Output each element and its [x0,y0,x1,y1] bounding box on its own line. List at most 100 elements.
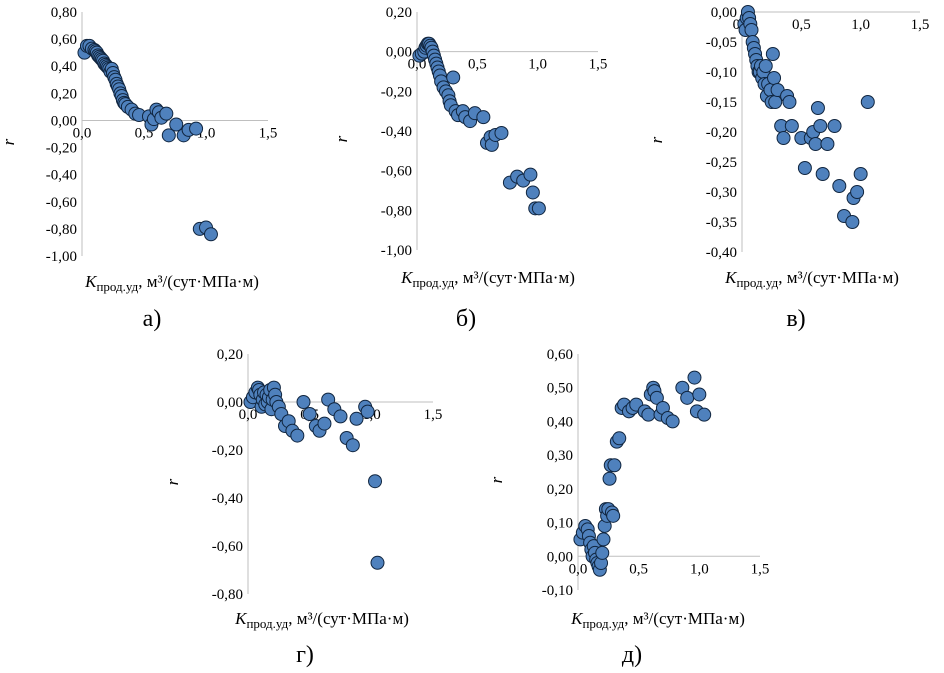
y-tick-label: 0,60 [547,347,573,363]
data-point [832,179,847,193]
chart-panel-3: 0,00 -0,05 -0,10 -0,15 -0,20 -0,25 -0,30 -0,35 -… [647,5,929,332]
data-point [853,167,868,181]
y-axis-label: r [163,478,182,485]
x-axis-label: Kпрод.уд, м³/(сут·МПа·м) [724,268,899,290]
data-point [525,185,540,200]
x-tick-label: 0,5 [792,17,811,33]
data-point [161,128,176,143]
data-point [665,414,680,429]
y-tick-label: 0,10 [547,516,573,532]
x-tick-label: 1,0 [851,17,870,33]
x-tick-label: 1,5 [911,17,930,33]
data-point [345,438,360,453]
data-point [776,131,791,145]
y-tick-label: 0,40 [51,59,77,75]
data-point [808,137,823,151]
data-point [602,471,617,486]
chart-panel-4: 0,200,00-0,20-0,40-0,60-0,800,00,51,01,5… [163,347,442,668]
data-point [494,125,509,140]
y-tick-label: 0,50 [547,381,573,397]
data-point [203,227,218,242]
data-point [612,431,627,446]
data-point [523,167,538,182]
y-tick-label: 0,00 [386,45,412,61]
x-tick-label: 1,5 [424,407,443,423]
data-point [827,119,842,133]
data-point [860,95,875,109]
panel-label: д) [622,642,642,668]
x-axis-label: Kпрод.уд, м³/(сут·МПа·м) [84,272,259,294]
data-point [606,508,621,523]
data-point [317,416,332,431]
data-point [845,215,860,229]
data-point [296,395,311,409]
y-tick-label: -0,80 [212,587,243,603]
y-tick-label: -0,20 [46,141,77,157]
data-point [765,47,780,61]
y-tick-label: 0,40 [547,414,573,430]
data-point [680,390,695,405]
data-point [784,119,799,133]
y-tick-label: -0,10 [542,583,573,599]
data-point [744,23,759,37]
x-tick-label: 0,0 [73,125,92,141]
y-tick-label: -0,80 [46,222,77,238]
y-axis-label: r [487,476,506,483]
y-axis-label: r [332,135,351,142]
y-tick-label: 0,00 [217,395,243,411]
data-point [349,411,364,426]
data-point [531,201,546,216]
y-tick-label: -0,60 [381,164,412,180]
y-tick-label: -0,40 [46,168,77,184]
x-axis-label: Kпрод.уд, м³/(сут·МПа·м) [400,268,575,290]
data-point [768,95,783,109]
data-point [189,121,204,136]
x-tick-label: 0,5 [629,561,648,577]
data-point [820,137,835,151]
y-tick-label: -0,80 [381,203,412,219]
data-point [607,458,622,473]
y-tick-label: -0,40 [212,491,243,507]
data-point [333,409,348,424]
x-tick-label: 1,0 [528,57,547,73]
x-tick-label: 1,5 [259,125,278,141]
chart-panel-2: 0,200,00-0,20-0,40-0,60-0,80-1,000,0 0,5 1… [332,5,607,332]
y-tick-label: 0,00 [711,5,737,21]
data-point [302,407,317,421]
y-tick-label: -0,35 [706,215,737,231]
x-tick-label: 1,5 [751,561,770,577]
y-tick-label: 0,80 [51,5,77,21]
data-point [649,390,664,405]
data-point [596,532,611,547]
data-point [758,59,773,73]
data-point [697,407,712,422]
x-tick-label: 0,5 [468,57,487,73]
y-tick-label: -0,20 [381,84,412,100]
x-axis-label: Kпрод.уд, м³/(сут·МПа·м) [570,609,745,631]
y-tick-label: -0,60 [46,195,77,211]
data-point [368,474,383,489]
data-point [810,101,825,115]
y-tick-label: -0,10 [706,65,737,81]
y-tick-label: 0,60 [51,32,77,48]
chart-panel-5: 0,60 0,50 0,40 0,30 0,20 0,10 0,00 -0,10 0,0 0,5 1… [487,347,769,668]
data-point [290,428,305,443]
data-point [687,370,702,385]
y-tick-label: 0,20 [386,5,412,21]
x-tick-label: 1,5 [589,57,608,73]
x-tick-label: 0,0 [569,561,588,577]
y-tick-label: -0,20 [706,125,737,141]
y-tick-label: -0,05 [706,35,737,51]
y-tick-label: 0,00 [51,113,77,129]
data-point [692,387,707,402]
x-tick-label: 0,0 [239,407,258,423]
y-axis-label: r [0,138,18,145]
x-tick-label: 1,0 [690,561,709,577]
data-point [169,117,184,132]
y-axis-label: r [647,136,666,143]
y-tick-label: 0,20 [547,482,573,498]
data-point [595,545,610,560]
data-point [370,555,385,570]
y-tick-label: -0,40 [381,124,412,140]
